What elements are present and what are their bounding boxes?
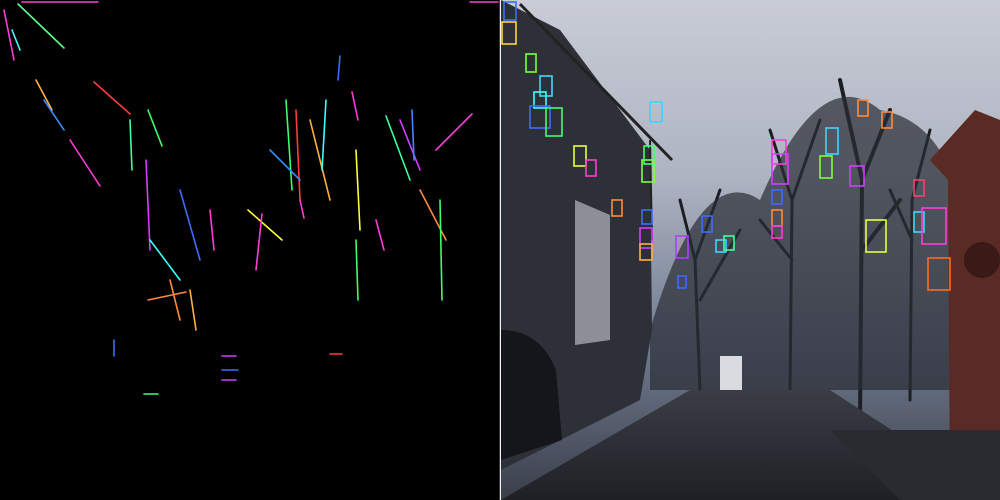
detection-box xyxy=(921,207,947,245)
stroke xyxy=(209,209,215,251)
detection-box xyxy=(639,243,653,261)
detection-box xyxy=(503,1,517,21)
stroke xyxy=(351,91,359,121)
detection-box xyxy=(533,91,547,109)
detection-boxes xyxy=(501,1,951,291)
detection-box xyxy=(643,145,655,165)
detection-box xyxy=(771,189,783,205)
detection-box xyxy=(771,139,787,165)
photo-panel xyxy=(501,0,1000,500)
stroke xyxy=(35,79,53,111)
stroke xyxy=(189,289,197,331)
stroke xyxy=(321,99,327,171)
detection-box xyxy=(819,155,833,179)
stroke xyxy=(375,219,385,251)
building-right xyxy=(930,110,1000,500)
billboard xyxy=(575,200,610,345)
detection-box xyxy=(701,215,713,233)
trees xyxy=(650,78,960,422)
detection-box xyxy=(675,235,689,259)
detection-box xyxy=(913,179,925,197)
detection-box xyxy=(641,209,653,225)
stroke xyxy=(299,199,305,219)
detection-box xyxy=(865,219,887,253)
stroke xyxy=(309,119,331,201)
stroke xyxy=(419,189,447,241)
stroke xyxy=(355,149,361,231)
stroke xyxy=(247,209,283,241)
stroke xyxy=(149,239,181,281)
detection-box xyxy=(545,107,563,137)
detection-box xyxy=(649,101,663,123)
panel-background xyxy=(0,0,500,500)
stroke xyxy=(179,189,201,261)
detection-box xyxy=(639,227,653,249)
stroke xyxy=(255,213,263,271)
stroke xyxy=(169,279,181,321)
detection-box xyxy=(525,53,537,73)
stroke xyxy=(355,239,359,301)
detection-box xyxy=(723,235,735,251)
feature-panel xyxy=(0,0,500,500)
detection-box xyxy=(771,225,783,239)
stroke xyxy=(439,199,443,301)
detection-box xyxy=(585,159,597,177)
detection-box xyxy=(927,257,951,291)
detection-box xyxy=(501,21,517,45)
detection-box xyxy=(641,159,655,183)
stroke xyxy=(3,9,15,61)
detection-box xyxy=(611,199,623,217)
van xyxy=(720,356,742,390)
stroke xyxy=(411,109,415,161)
stroke xyxy=(129,119,133,171)
stroke xyxy=(147,109,163,147)
tree-canopy xyxy=(650,96,960,391)
crane-boom xyxy=(518,2,674,162)
stroke xyxy=(43,99,65,131)
detection-box xyxy=(771,153,789,185)
car xyxy=(501,330,562,460)
stroke xyxy=(147,291,187,301)
detection-box xyxy=(677,275,687,289)
stroke xyxy=(399,119,421,171)
stroke xyxy=(69,139,101,187)
detection-box xyxy=(913,211,925,233)
detection-box xyxy=(715,239,727,253)
stroke xyxy=(385,115,411,181)
stroke xyxy=(11,29,21,51)
stroke xyxy=(295,109,301,201)
stroke xyxy=(285,99,293,191)
detection-box xyxy=(881,111,893,129)
sidewalk xyxy=(830,430,1000,500)
stroke xyxy=(337,55,341,81)
detection-box xyxy=(529,105,551,129)
detection-box xyxy=(573,145,587,167)
stroke xyxy=(269,149,301,181)
round-window xyxy=(964,242,1000,278)
stroke xyxy=(17,3,65,49)
detection-box xyxy=(849,165,865,187)
feature-strokes xyxy=(3,1,499,395)
stroke xyxy=(93,81,131,115)
stroke xyxy=(435,113,473,151)
stroke xyxy=(145,159,151,251)
detection-box xyxy=(857,99,869,117)
detection-box xyxy=(825,127,839,155)
